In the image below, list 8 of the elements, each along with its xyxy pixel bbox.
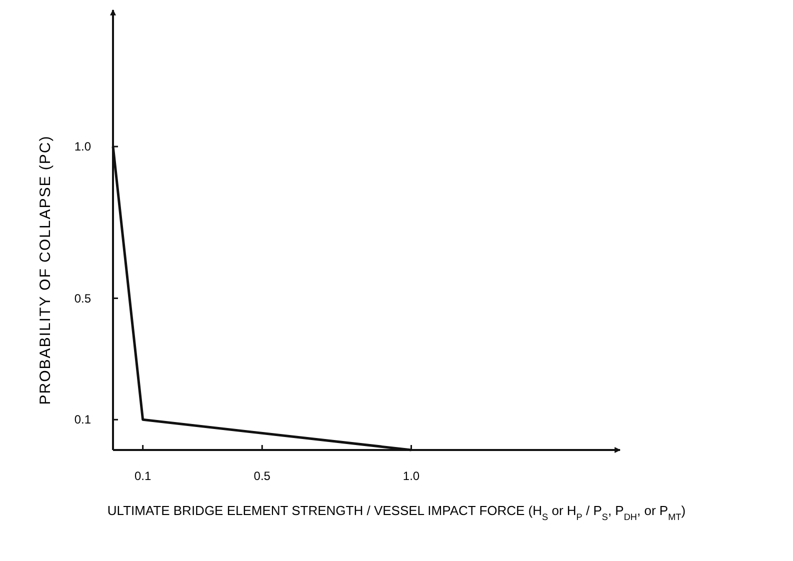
x-tick-label: 1.0 bbox=[402, 469, 420, 483]
y-tick-label: 0.5 bbox=[74, 291, 92, 306]
y-axis-title: PROBABILITY OF COLLAPSE (PC) bbox=[37, 135, 54, 405]
text: ULTIMATE BRIDGE ELEMENT STRENGTH / VESSEL IMPACT FORCE (H$_{S}$ or H$_{P}$ / P$_{S}$, P$_{DH}$, or P$_{MT}$) bbox=[107, 503, 686, 522]
x-tick-label: 0.1 bbox=[134, 469, 152, 483]
x-tick-label: 0.5 bbox=[254, 469, 271, 483]
y-tick-label: 0.1 bbox=[74, 412, 92, 427]
y-tick-label: 1.0 bbox=[74, 140, 92, 154]
